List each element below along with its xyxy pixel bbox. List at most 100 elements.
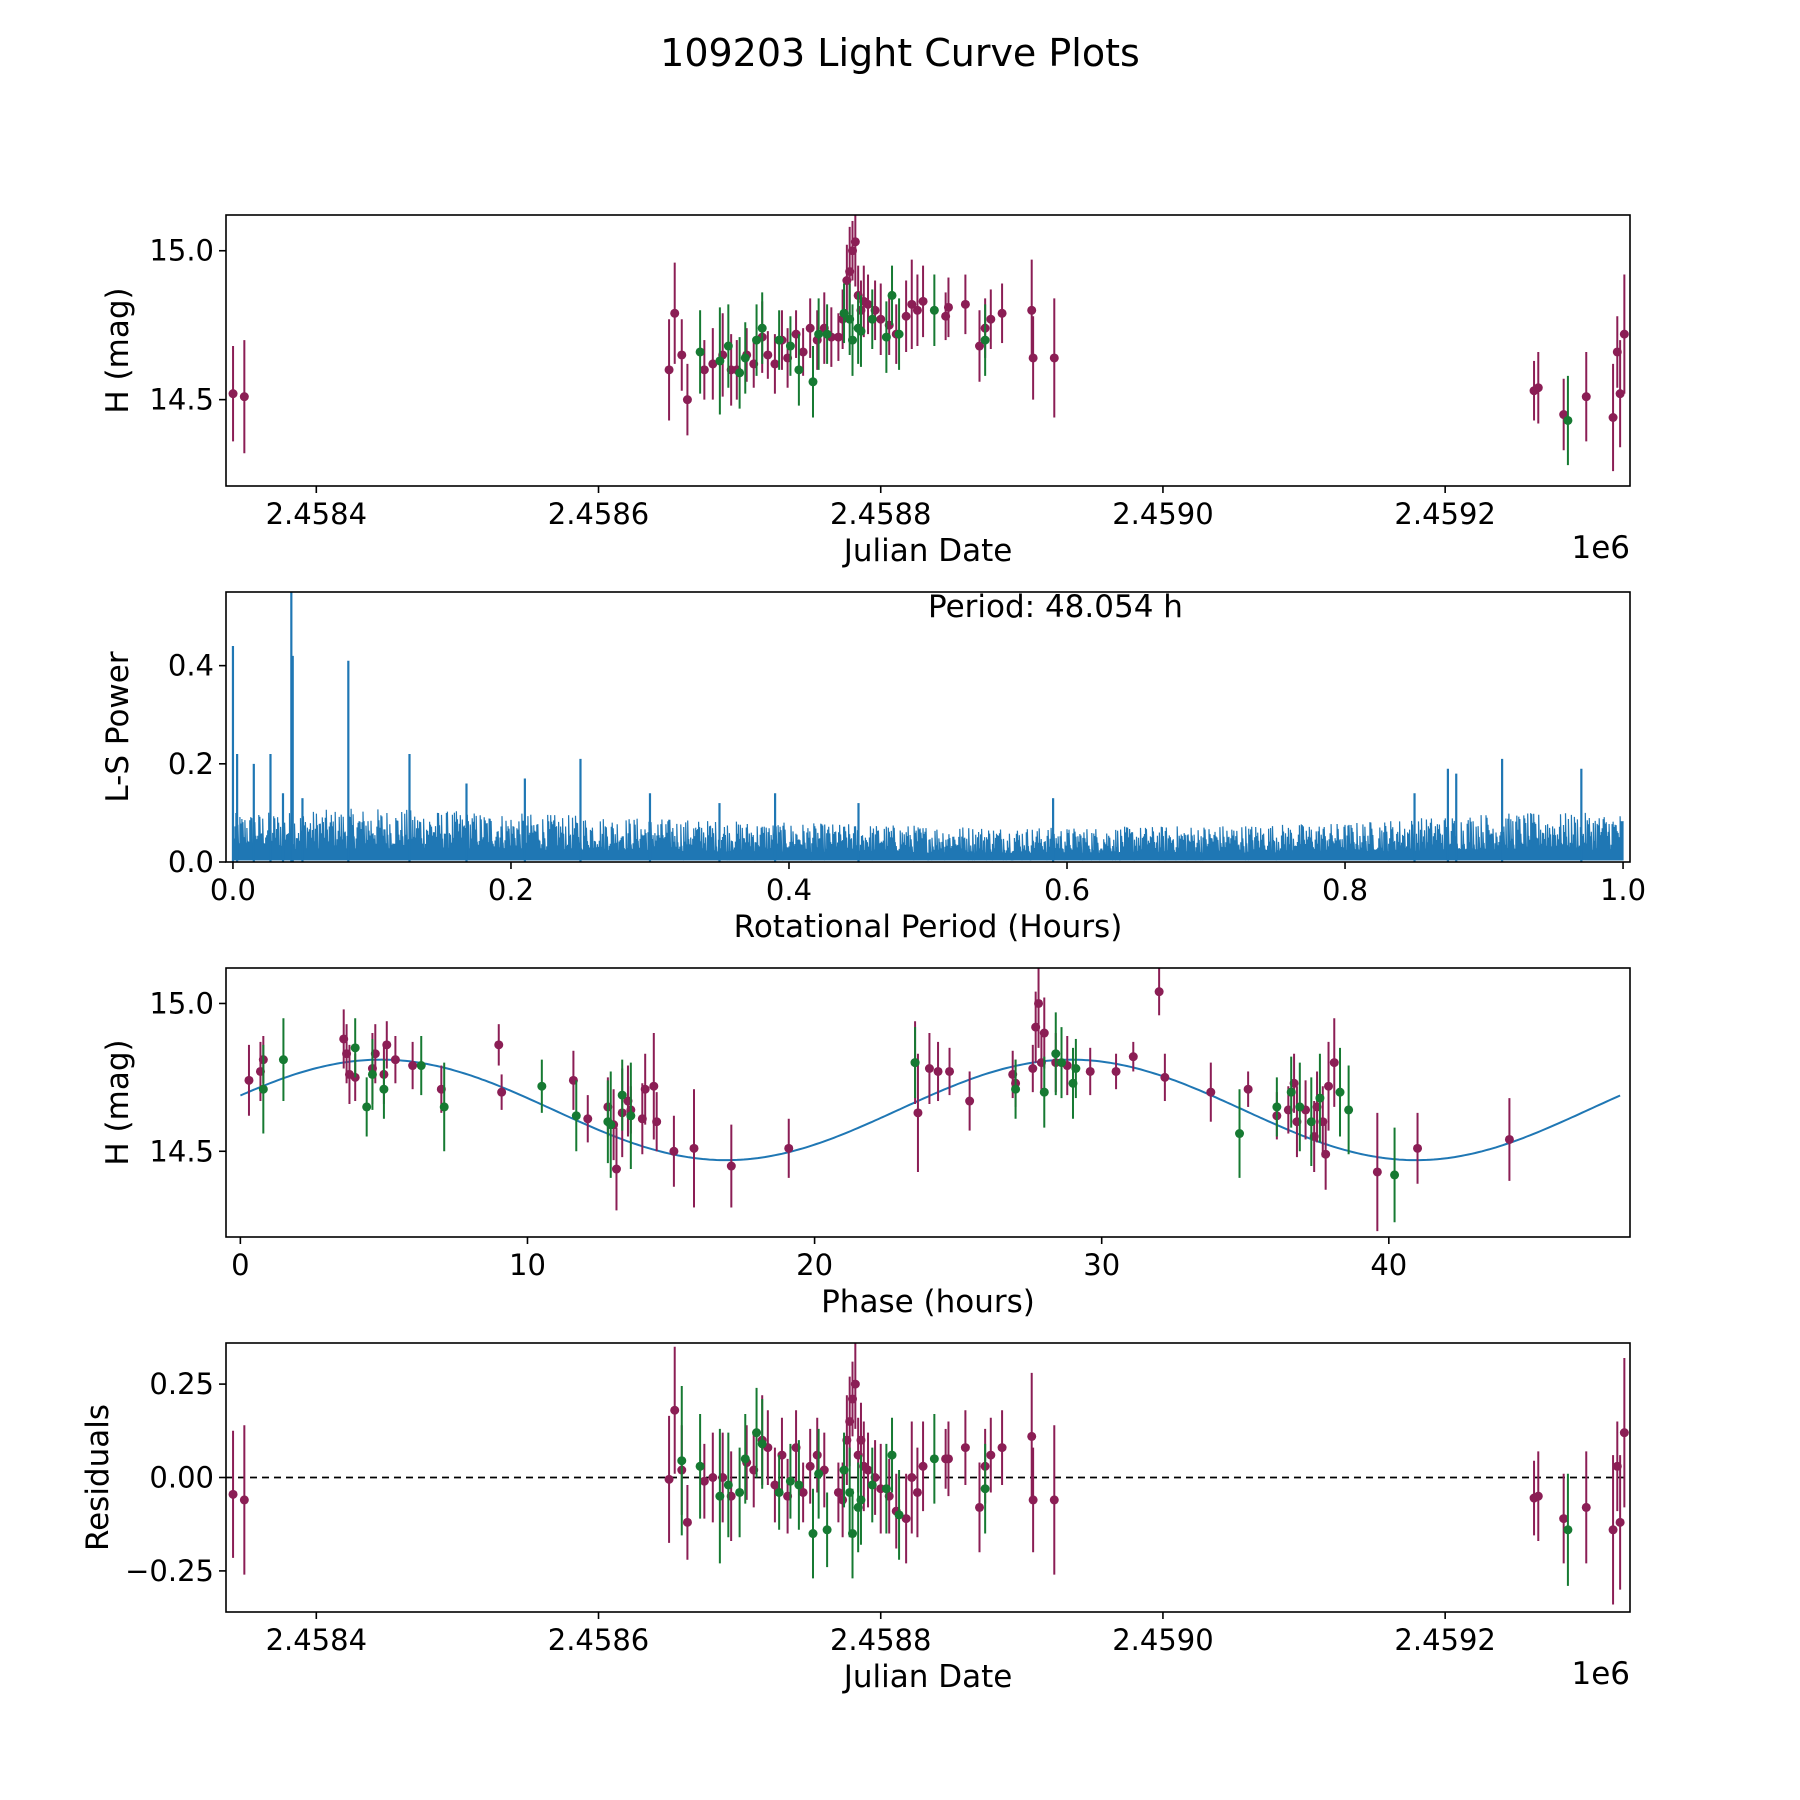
- magenta-data-point: [997, 308, 1007, 318]
- green-data-point: [822, 1525, 832, 1535]
- x-tick-label: 2.4588: [830, 497, 931, 531]
- y-tick-label: 14.5: [149, 383, 214, 417]
- magenta-data-point: [1049, 353, 1059, 363]
- magenta-data-point: [708, 1473, 718, 1482]
- magenta-data-point: [239, 392, 249, 402]
- x-tick-label: 2.4592: [1394, 1623, 1495, 1657]
- magenta-data-point: [986, 314, 996, 324]
- magenta-data-point: [863, 1465, 873, 1475]
- green-data-point: [626, 1111, 636, 1121]
- magenta-data-point: [1324, 1081, 1334, 1091]
- magenta-data-point: [1413, 1143, 1423, 1153]
- green-data-point: [980, 1484, 990, 1494]
- magenta-data-point: [907, 1473, 917, 1482]
- magenta-data-point: [1028, 1495, 1038, 1505]
- green-data-point: [740, 1454, 750, 1464]
- green-data-point: [1235, 1129, 1245, 1139]
- green-data-point: [794, 1480, 804, 1490]
- magenta-data-point: [583, 1114, 593, 1124]
- y-tick-label: −0.25: [125, 1554, 214, 1588]
- green-data-point: [1315, 1093, 1325, 1103]
- residuals-panel: 2.4584 2.4586 2.4588 2.4590 2.4592 0.25 0.00 −0…: [80, 1342, 1631, 1695]
- magenta-data-point: [1206, 1087, 1216, 1097]
- magenta-data-point: [943, 1454, 953, 1464]
- green-data-point: [1344, 1105, 1354, 1115]
- green-data-point: [808, 1529, 818, 1539]
- green-data-point: [910, 1058, 920, 1068]
- magenta-data-point: [833, 1487, 843, 1497]
- magenta-data-point: [975, 341, 985, 351]
- green-data-point: [752, 335, 762, 345]
- axes-frame: [225, 1342, 1631, 1613]
- magenta-data-point: [1034, 998, 1044, 1008]
- magenta-data-point: [652, 1117, 662, 1127]
- magenta-data-point: [390, 1055, 400, 1065]
- magenta-data-point: [833, 332, 843, 342]
- green-data-point: [379, 1084, 389, 1094]
- y-tick-label: 15.0: [149, 234, 214, 268]
- y-axis-label: L-S Power: [100, 651, 136, 802]
- axes-frame: [225, 214, 1631, 487]
- x-tick-label: 0.0: [210, 873, 256, 907]
- magenta-data-point: [670, 308, 680, 318]
- x-tick-label: 0.6: [1044, 873, 1090, 907]
- magenta-data-point: [1028, 353, 1038, 363]
- residuals-plot-area: [226, 1343, 1630, 1605]
- y-tick-label: 0.2: [168, 747, 214, 781]
- magenta-data-point: [682, 1517, 692, 1527]
- x-tick-label: 2.4584: [266, 1623, 367, 1657]
- green-data-point: [723, 341, 733, 351]
- green-data-point: [362, 1102, 372, 1112]
- x-tick-label: 1.0: [1600, 873, 1646, 907]
- magenta-data-point: [664, 365, 674, 375]
- periodogram-plot-area: [231, 592, 1624, 862]
- magenta-data-point: [228, 1489, 238, 1499]
- green-data-point: [774, 335, 784, 345]
- magenta-data-point: [784, 1143, 794, 1153]
- magenta-data-point: [640, 1084, 650, 1094]
- x-axis-label: Julian Date: [842, 533, 1013, 569]
- magenta-data-point: [1619, 1428, 1629, 1438]
- green-data-point: [980, 335, 990, 345]
- magenta-data-point: [670, 1405, 680, 1415]
- x-tick-label: 2.4584: [266, 497, 367, 531]
- magenta-data-point: [1111, 1066, 1121, 1076]
- magenta-data-point: [682, 395, 692, 405]
- green-data-point: [715, 356, 725, 366]
- green-data-point: [1011, 1084, 1021, 1094]
- x-axis-label: Phase (hours): [821, 1284, 1035, 1320]
- magenta-data-point: [812, 1450, 822, 1460]
- x-tick-label: 2.4592: [1394, 497, 1495, 531]
- green-data-point: [740, 353, 750, 363]
- green-data-point: [774, 1487, 784, 1497]
- green-data-point: [867, 314, 877, 324]
- magenta-data-point: [876, 314, 886, 324]
- y-axis-label: H (mag): [100, 287, 136, 413]
- magenta-data-point: [677, 350, 687, 360]
- green-data-point: [929, 1454, 939, 1464]
- green-data-point: [887, 290, 897, 300]
- magenta-data-point: [1504, 1134, 1514, 1144]
- magenta-data-point: [912, 305, 922, 315]
- magenta-data-point: [1533, 1491, 1543, 1501]
- y-tick-label: 15.0: [149, 986, 214, 1020]
- green-data-point: [752, 1428, 762, 1438]
- axes-frame: [225, 967, 1631, 1238]
- green-data-point: [856, 326, 866, 336]
- x-tick-label: 20: [796, 1248, 833, 1282]
- magenta-data-point: [1085, 1066, 1095, 1076]
- magenta-data-point: [497, 1087, 507, 1097]
- magenta-data-point: [1154, 987, 1164, 997]
- green-data-point: [848, 1529, 858, 1539]
- y-tick-label: 0.4: [168, 649, 214, 683]
- magenta-data-point: [912, 1487, 922, 1497]
- magenta-data-point: [1615, 1517, 1625, 1527]
- green-data-point: [757, 323, 767, 333]
- magenta-data-point: [805, 1461, 815, 1471]
- green-data-point: [881, 332, 891, 342]
- y-axis-label: Residuals: [80, 1404, 116, 1551]
- magenta-data-point: [689, 1143, 699, 1153]
- magenta-data-point: [699, 365, 709, 375]
